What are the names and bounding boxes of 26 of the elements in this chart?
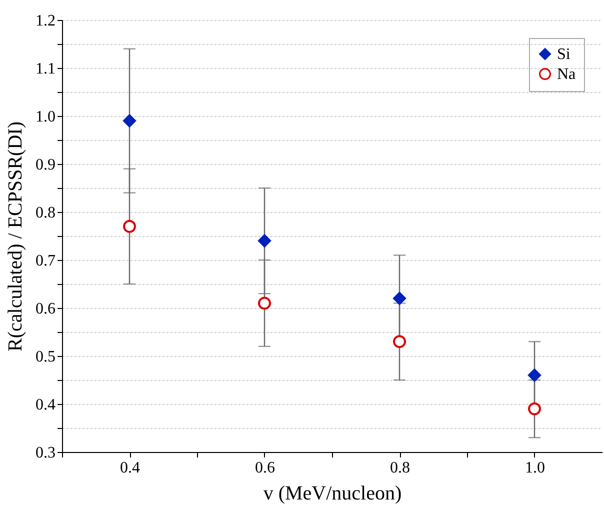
- y-axis-title: R(calculated) / ECPSSR(DI): [4, 122, 26, 352]
- y-tick-label: 1.2: [36, 12, 56, 30]
- point: [123, 220, 136, 233]
- y-tick-label: 1.0: [36, 108, 56, 126]
- y-tick-label: 1.1: [36, 60, 56, 78]
- legend-label: Si: [557, 46, 571, 63]
- point: [528, 402, 541, 416]
- y-tick-label: 0.4: [36, 396, 56, 414]
- point: [123, 114, 136, 128]
- x-tick-label: 0.8: [390, 460, 410, 476]
- y-tick-label: 0.8: [36, 204, 56, 222]
- point: [528, 368, 541, 382]
- point: [393, 292, 406, 305]
- point: [258, 296, 271, 310]
- point: [393, 335, 406, 348]
- y-tick-label: 0.6: [36, 300, 56, 318]
- point: [258, 234, 271, 248]
- legend-label: Na: [557, 66, 576, 83]
- x-tick-label: 1.0: [525, 460, 545, 476]
- x-tick-label: 0.4: [120, 460, 140, 476]
- y-tick-label: 0.7: [36, 252, 56, 270]
- y-tick-label: 0.3: [36, 444, 56, 462]
- x-tick-label: 0.6: [255, 460, 275, 476]
- y-tick-label: 0.5: [36, 348, 56, 366]
- y-tick-label: 0.9: [36, 156, 56, 174]
- x-axis-title: v (MeV/nucleon): [263, 482, 402, 504]
